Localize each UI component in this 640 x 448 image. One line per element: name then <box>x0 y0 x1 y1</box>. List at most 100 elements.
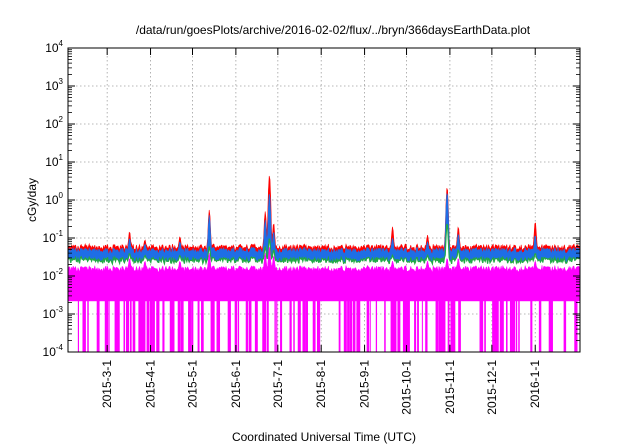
series-magenta-dropout <box>493 300 497 352</box>
series-magenta-dropout <box>515 300 518 352</box>
series-magenta-dropout <box>538 300 542 352</box>
y-tick-label: 100 <box>45 191 63 207</box>
series-magenta-dropout <box>391 300 394 352</box>
series-magenta-dropout <box>356 300 359 352</box>
series-magenta-dropout <box>318 300 321 352</box>
series-magenta-dropout <box>443 300 446 352</box>
y-tick-label: 10-3 <box>43 305 64 321</box>
series-magenta-dropout <box>393 300 397 352</box>
series-magenta-dropout <box>302 300 306 352</box>
y-tick-label: 10-1 <box>43 229 64 245</box>
series-magenta-dropout <box>172 300 174 352</box>
x-tick-label: 2015-5-1 <box>186 360 200 408</box>
y-tick-label: 10-4 <box>43 343 64 359</box>
series-magenta-dropout <box>480 300 483 352</box>
series-magenta-dropout <box>276 300 278 352</box>
series-magenta-dropout <box>404 300 409 352</box>
series-magenta-dropout <box>563 300 566 352</box>
series-magenta-dropout <box>146 300 150 352</box>
series-magenta-dropout <box>228 300 231 352</box>
series-magenta-dropout <box>84 300 86 352</box>
series-magenta-dropout <box>132 300 136 352</box>
series-magenta-dropout <box>83 300 86 352</box>
series-magenta-dropout <box>181 300 184 352</box>
series-magenta-dropout <box>237 300 240 352</box>
y-tick-label: 101 <box>45 153 63 169</box>
series-magenta-dropout <box>129 300 132 352</box>
series-magenta-dropout <box>125 300 129 352</box>
x-tick-label: 2015-9-1 <box>358 360 372 408</box>
series-magenta-dropout <box>104 300 107 352</box>
x-tick-label: 2015-8-1 <box>314 360 328 408</box>
series-magenta-dropout <box>143 300 146 352</box>
series-magenta-dropout <box>142 300 145 352</box>
y-tick-label: 104 <box>45 39 63 55</box>
axis-ticks <box>68 47 580 353</box>
x-tick-label: 2016-1-1 <box>528 360 542 408</box>
series-magenta-dropout <box>189 300 192 352</box>
series-magenta-dropout <box>442 300 445 352</box>
series-magenta-dropout <box>152 300 155 352</box>
series-magenta-dropout <box>397 300 401 352</box>
series-magenta-dropout <box>369 300 371 352</box>
y-tick-label: 10-2 <box>43 267 64 283</box>
series-magenta-dropout <box>87 300 89 352</box>
y-axis-label: cGy/day <box>25 178 39 222</box>
series-magenta-dropout <box>191 300 194 352</box>
series-magenta-dropout <box>403 300 405 352</box>
series-magenta-dropout <box>338 300 341 352</box>
x-tick-label: 2015-12-1 <box>485 360 499 415</box>
series-magenta-dropout <box>574 300 576 352</box>
series-magenta-dropout <box>501 300 504 352</box>
series-magenta-dropout <box>140 300 143 352</box>
x-tick-labels: 2015-3-1 2015-4-1 2015-5-1 2015-6-1 2015-7-1… <box>100 360 542 415</box>
series-magenta-dropout <box>210 300 213 352</box>
series-magenta-dropout <box>197 300 200 352</box>
series-magenta-dropout <box>402 300 405 352</box>
series-magenta-dropout <box>162 300 165 352</box>
series-magenta-dropout <box>548 300 551 352</box>
series-magenta-dropout <box>441 300 443 352</box>
series-magenta-dropout <box>263 300 267 352</box>
series-magenta-dropout <box>114 300 117 352</box>
x-tick-label: 2015-6-1 <box>229 360 243 408</box>
series-magenta-dropout <box>201 300 204 352</box>
series-magenta-dropout <box>484 300 486 352</box>
series-magenta-dropout <box>213 300 215 352</box>
series-magenta-dropout <box>492 300 494 352</box>
series-magenta-dropout <box>138 300 142 352</box>
series-magenta-dropout <box>98 300 100 352</box>
series-magenta-dropout <box>306 300 308 352</box>
y-tick-label: 102 <box>45 115 63 131</box>
y-tick-label: 103 <box>45 77 63 93</box>
series-magenta-dropout <box>447 300 450 352</box>
y-tick-labels: 10-4 10-3 10-2 10-1 100 101 102 103 104 <box>43 39 64 359</box>
series-magenta-dropout <box>234 300 238 352</box>
series-magenta-dropout <box>414 300 417 352</box>
series-magenta-dropout <box>82 300 84 352</box>
series-green-line <box>67 223 580 267</box>
series-magenta-dropout <box>506 300 508 352</box>
series-magenta-dropout <box>357 300 361 352</box>
x-tick-label: 2015-7-1 <box>271 360 285 408</box>
series-magenta-dropout <box>157 300 160 352</box>
series-magenta-dropout <box>347 300 350 352</box>
series-magenta-dropout <box>316 300 319 352</box>
series-magenta-dropout <box>425 300 428 352</box>
series-magenta-dropout <box>105 300 109 352</box>
series-magenta-dropout <box>352 300 355 352</box>
series-magenta-dropout <box>211 300 215 352</box>
series-magenta-dropout <box>96 300 99 352</box>
series-magenta-dropout <box>375 300 378 352</box>
series-magenta-dropout <box>495 300 499 352</box>
series-magenta-dropout <box>574 300 578 352</box>
series-magenta-dropout <box>77 300 80 352</box>
x-axis-label: Coordinated Universal Time (UTC) <box>232 430 416 444</box>
series-magenta-dropout <box>450 300 453 352</box>
series-magenta-dropout <box>217 300 221 352</box>
series-magenta-dropout <box>384 300 386 352</box>
series-magenta-dropout <box>149 300 153 352</box>
series-magenta-dropout <box>254 300 258 352</box>
